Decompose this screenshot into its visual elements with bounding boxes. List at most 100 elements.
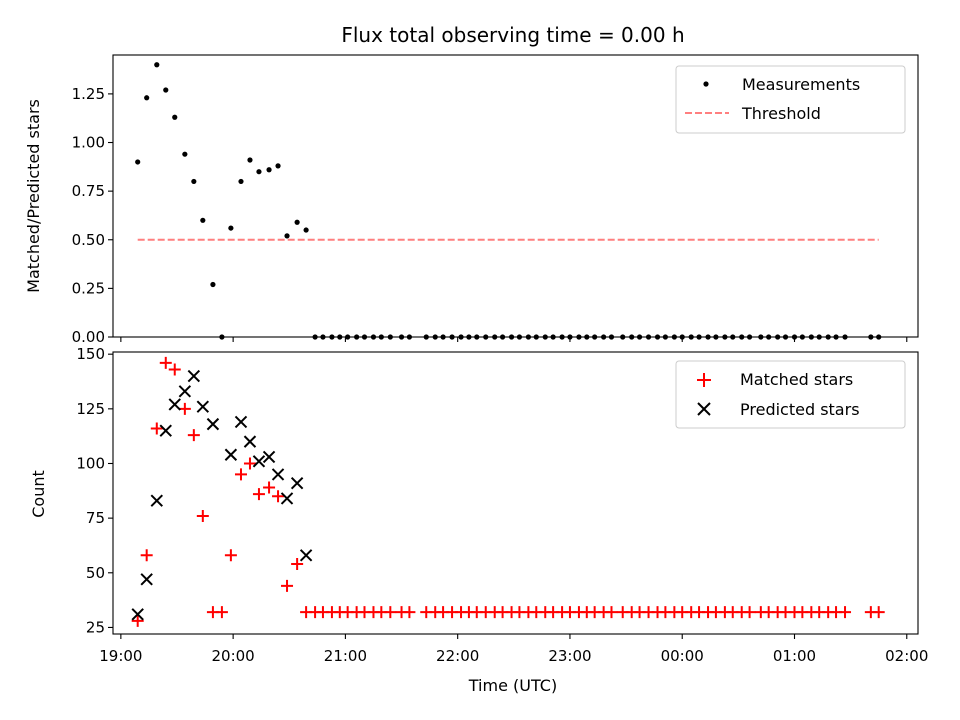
top-axes-frame bbox=[112, 54, 919, 338]
legend-predicted-stars-marker bbox=[697, 402, 711, 416]
measurement-point bbox=[172, 114, 178, 120]
x-tick-label: 02:00 bbox=[885, 647, 928, 665]
matched-star-point bbox=[196, 509, 209, 522]
measurement-point bbox=[266, 167, 272, 173]
top-y-tick-label: 0.75 bbox=[72, 182, 105, 200]
matched-star-point bbox=[384, 606, 397, 619]
measurement-point bbox=[247, 157, 253, 163]
predicted-star-point bbox=[224, 448, 238, 461]
matched-star-point bbox=[131, 614, 144, 627]
matched-star-point bbox=[159, 356, 172, 369]
predicted-star-point bbox=[178, 385, 192, 398]
top-chart-title: Flux total observing time = 0.00 h bbox=[341, 23, 684, 47]
measurement-point bbox=[284, 233, 290, 239]
x-tick-label: 23:00 bbox=[548, 647, 591, 665]
measurement-point bbox=[135, 159, 141, 165]
measurement-point bbox=[303, 227, 309, 233]
predicted-star-point bbox=[131, 608, 144, 621]
x-tick-label: 19:00 bbox=[99, 647, 142, 665]
predicted-star-point bbox=[159, 424, 172, 437]
x-tick-label: 01:00 bbox=[773, 647, 816, 665]
measurement-point bbox=[200, 217, 206, 223]
bottom-chart-y-axis-label: Count bbox=[29, 470, 48, 518]
bottom-chart-panel: 25 50 75 100 125 150 19:00 20:00 21:00 22:00 23:00… bbox=[76, 345, 928, 665]
measurement-point bbox=[191, 178, 197, 185]
top-y-tick-label: 0.50 bbox=[72, 231, 105, 249]
predicted-star-point bbox=[271, 468, 285, 481]
top-y-tick-label: 0.25 bbox=[72, 279, 105, 297]
matched-star-point bbox=[291, 558, 304, 571]
matched-star-point bbox=[187, 429, 200, 442]
matched-star-point bbox=[281, 579, 294, 592]
measurement-point bbox=[182, 151, 188, 157]
legend-predicted-stars-label: Predicted stars bbox=[740, 400, 860, 419]
legend-matched-stars-label: Matched stars bbox=[740, 370, 853, 389]
bottom-series-matched-stars bbox=[131, 356, 885, 627]
bottom-legend-box bbox=[675, 360, 906, 429]
predicted-star-point bbox=[140, 573, 153, 586]
bottom-y-tick-label: 50 bbox=[86, 564, 105, 582]
bottom-y-tick-label: 25 bbox=[86, 618, 105, 636]
predicted-star-point bbox=[290, 476, 304, 490]
predicted-star-point bbox=[187, 369, 201, 383]
legend-measurements-marker bbox=[703, 81, 709, 87]
top-y-tick-label: 0.00 bbox=[72, 328, 105, 346]
top-chart-y-axis-label: Matched/Predicted stars bbox=[24, 99, 43, 293]
bottom-y-tick-label: 150 bbox=[76, 345, 105, 363]
measurement-point bbox=[163, 87, 169, 93]
top-chart-legend: Measurements Threshold bbox=[675, 65, 906, 134]
matched-star-point bbox=[272, 490, 285, 503]
matched-star-point bbox=[605, 606, 618, 619]
measurement-point bbox=[210, 281, 216, 288]
x-tick-label: 21:00 bbox=[324, 647, 367, 665]
predicted-star-point bbox=[243, 435, 257, 448]
measurement-point bbox=[228, 225, 234, 231]
matched-star-point bbox=[215, 606, 228, 619]
matched-star-point bbox=[839, 606, 852, 619]
bottom-series-predicted-stars bbox=[131, 369, 313, 621]
top-y-tick-label: 1.00 bbox=[72, 134, 105, 152]
matched-star-point bbox=[872, 606, 885, 619]
matched-star-point bbox=[243, 457, 256, 470]
x-axis-label: Time (UTC) bbox=[468, 676, 557, 695]
matched-star-point bbox=[224, 549, 237, 562]
measurement-point bbox=[256, 169, 262, 175]
bottom-y-tick-label: 100 bbox=[76, 454, 105, 472]
bottom-axes-frame bbox=[112, 351, 919, 635]
predicted-star-point bbox=[252, 455, 266, 468]
x-tick-label: 00:00 bbox=[661, 647, 704, 665]
predicted-star-point bbox=[262, 450, 276, 464]
measurement-point bbox=[294, 219, 300, 225]
top-legend-box bbox=[675, 65, 906, 134]
measurement-point bbox=[238, 178, 244, 185]
bottom-y-tick-label: 125 bbox=[76, 400, 105, 418]
matched-star-point bbox=[168, 363, 181, 376]
legend-matched-stars-marker bbox=[697, 373, 711, 387]
predicted-star-point bbox=[280, 492, 294, 505]
legend-measurements-label: Measurements bbox=[742, 75, 860, 94]
x-tick-label: 20:00 bbox=[212, 647, 255, 665]
top-chart-panel: 0.00 0.25 0.50 0.75 1.00 1.25 bbox=[72, 54, 919, 346]
predicted-star-point bbox=[299, 549, 313, 562]
predicted-star-point bbox=[196, 400, 210, 413]
bottom-y-tick-label: 75 bbox=[86, 509, 105, 527]
matched-star-point bbox=[252, 488, 265, 501]
matched-star-point bbox=[403, 606, 416, 619]
x-tick-label: 22:00 bbox=[436, 647, 479, 665]
measurement-point bbox=[144, 95, 150, 101]
predicted-star-point bbox=[150, 494, 163, 507]
matched-star-point bbox=[234, 468, 247, 481]
matched-star-point bbox=[263, 481, 276, 494]
matched-star-point bbox=[150, 422, 163, 435]
predicted-star-point bbox=[168, 398, 181, 411]
predicted-star-point bbox=[234, 415, 248, 429]
measurement-point bbox=[154, 62, 160, 68]
bottom-chart-legend: Matched stars Predicted stars bbox=[675, 360, 906, 429]
predicted-star-point bbox=[206, 417, 220, 431]
matched-star-point bbox=[743, 606, 756, 619]
matched-star-point bbox=[140, 549, 153, 562]
matched-star-point bbox=[178, 402, 191, 415]
legend-threshold-label: Threshold bbox=[741, 104, 821, 123]
measurement-point bbox=[275, 163, 281, 169]
